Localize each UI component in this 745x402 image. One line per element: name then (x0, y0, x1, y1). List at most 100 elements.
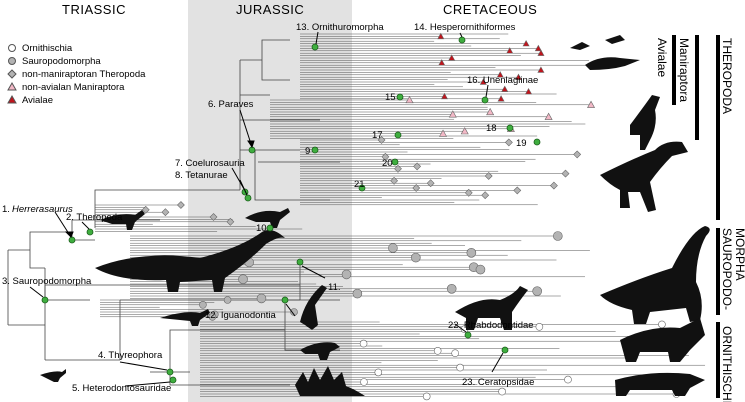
triangle-red-marker (534, 44, 542, 52)
circle-grey-marker (341, 269, 352, 280)
triangle-red-marker (440, 92, 448, 100)
diamond-grey-marker (484, 172, 493, 180)
diamond-grey-marker (377, 136, 386, 144)
node-iguanodontia (281, 296, 289, 304)
diamond-grey-marker (381, 152, 390, 161)
highlighted-nodes (41, 36, 541, 384)
legend-sauropodomorpha: Sauropodomorpha (22, 56, 101, 67)
label-sauropodomorpha: 3. Sauropodomorpha (2, 276, 92, 287)
hadrosaur-silhouette (455, 286, 528, 330)
diamond-grey-marker (176, 201, 185, 209)
bird-silhouette (585, 57, 640, 70)
group-labels: Avialae Maniraptora THEROPODA SAUROPODO-… (655, 38, 745, 402)
legend-theropoda: non-maniraptoran Theropoda (22, 69, 146, 80)
diamond-grey-marker (226, 217, 235, 226)
circle-open-marker (433, 346, 442, 355)
circle-grey-marker (553, 231, 563, 241)
node-15 (396, 93, 404, 101)
label-theropoda: 2. Theropoda (66, 212, 123, 223)
diamond-grey-marker (394, 164, 402, 173)
diamond-grey-marker (413, 162, 422, 171)
sauropod-silhouette-center (95, 230, 285, 292)
circle-grey-marker (352, 288, 363, 299)
circle-open-marker (535, 322, 544, 331)
label-hesperornithiformes: 14. Hesperornithiformes (414, 22, 516, 33)
diamond-grey-marker (504, 138, 513, 147)
triangle-pink-marker (587, 100, 596, 108)
label-15: 15 (385, 92, 396, 103)
diamond-grey-marker (464, 188, 473, 197)
circle-grey-marker (256, 293, 267, 304)
circle-open-marker (456, 363, 464, 372)
small-birds-silhouette (570, 35, 625, 50)
circle-open-marker (374, 368, 383, 377)
diamond-grey-marker (561, 169, 570, 178)
basal-ornithischian-silhouette (40, 369, 66, 382)
node-unenlagiinae (481, 96, 489, 104)
legend-maniraptora-icon (7, 81, 17, 91)
triangle-red-marker (506, 47, 514, 54)
label-paraves: 6. Paraves (208, 99, 254, 110)
legend-avialae: Avialae (22, 95, 53, 106)
circle-grey-marker (475, 264, 486, 275)
node-19 (533, 138, 541, 146)
label-herrerasaurus: Herrerasaurus (12, 204, 73, 215)
legend-ornithischia-icon (8, 44, 16, 52)
legend-theropoda-icon (7, 69, 17, 79)
diamond-grey-marker (513, 186, 522, 195)
iguanodont-silhouette (300, 342, 340, 360)
label-ornithuromorpha: 13. Ornithuromorpha (296, 22, 384, 33)
label-heterodontosauridae: 5. Heterodontosauridae (72, 383, 171, 394)
triangle-pink-marker (460, 127, 469, 135)
terminal-branches (95, 33, 706, 397)
theropod-silhouette (245, 208, 290, 228)
label-19: 19 (516, 138, 527, 149)
diamond-grey-marker (549, 181, 558, 190)
triangle-red-marker (438, 59, 446, 66)
circle-open-marker (422, 392, 431, 401)
node-hesperornithiformes (458, 36, 466, 44)
node-11 (296, 258, 304, 266)
node-rhabdodontidae (464, 331, 472, 339)
node-thyreophora (166, 368, 174, 376)
circle-grey-marker (238, 274, 248, 285)
label-iguanodontia: 12. Iguanodontia (205, 310, 277, 321)
group-maniraptora: Maniraptora (677, 38, 691, 102)
label-10: 10 (256, 223, 267, 234)
circle-open-marker (359, 339, 368, 348)
triangle-red-marker (496, 71, 504, 78)
node-tetanurae (244, 194, 252, 202)
diamond-grey-marker (481, 191, 490, 200)
node-herrerasaurus (68, 236, 76, 244)
triangle-pink-marker (486, 107, 495, 116)
node-heterodontosauridae (169, 376, 177, 384)
triangle-red-marker (448, 54, 456, 61)
legend-avialae-icon (7, 94, 17, 104)
triangle-pink-marker (448, 110, 457, 118)
label-17: 17 (372, 130, 383, 141)
circle-grey-marker (199, 300, 207, 309)
triangle-red-marker (479, 78, 487, 85)
legend-ornithischia: Ornithischia (22, 43, 73, 54)
node-9 (311, 146, 319, 154)
label-9: 9 (305, 146, 310, 157)
label-20: 20 (382, 158, 393, 169)
node-ornithuromorpha (311, 43, 319, 51)
triangle-red-marker (501, 85, 509, 92)
diamond-grey-marker (161, 208, 170, 217)
triangle-red-marker (537, 66, 545, 73)
label-ceratopsidae: 23. Ceratopsidae (462, 377, 534, 388)
diamond-grey-marker (209, 213, 218, 221)
prosauropod-silhouette (160, 309, 210, 326)
label-21: 21 (354, 179, 365, 190)
triangle-red-marker (497, 95, 505, 102)
legend-maniraptora: non-avialan Maniraptora (22, 82, 125, 93)
node-10 (266, 224, 274, 232)
triangle-pink-marker (405, 95, 414, 104)
node-21 (358, 184, 366, 192)
dinosaur-silhouettes (40, 35, 710, 396)
stegosaur-silhouette (295, 366, 365, 396)
group-avialae: Avialae (655, 38, 669, 77)
circle-grey-marker (446, 283, 457, 294)
